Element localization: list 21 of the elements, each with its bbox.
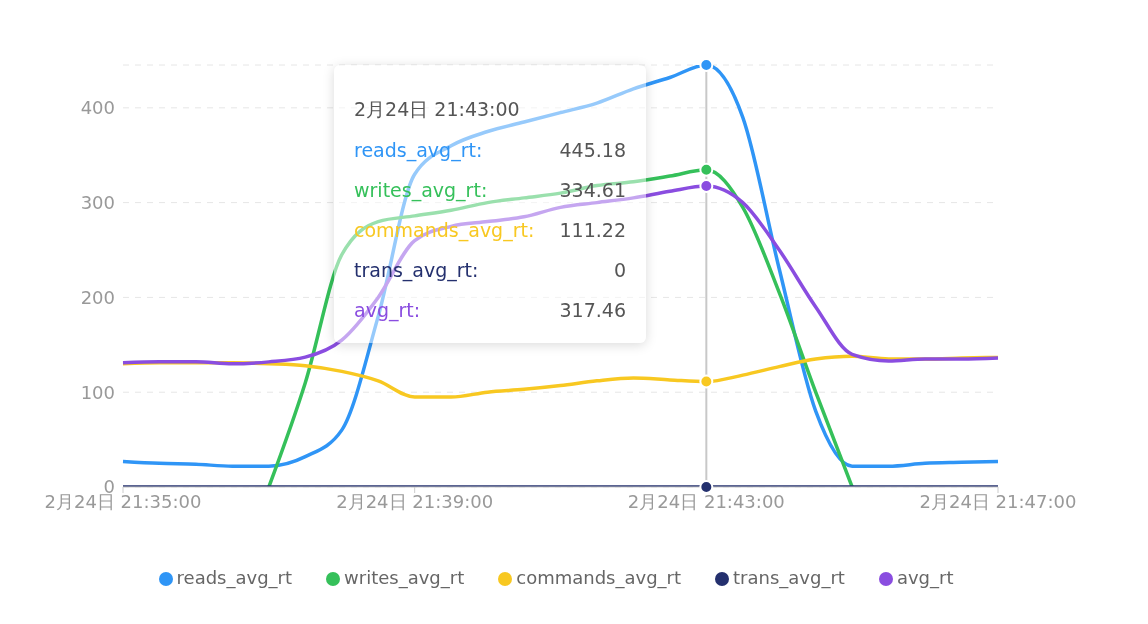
annotation: 111.22 — [559, 219, 626, 243]
legend-label: reads_avg_rt — [176, 567, 293, 588]
y-tick-label: 100 — [80, 381, 115, 403]
annotation: writes_avg_rt: — [354, 179, 488, 204]
legend-label: avg_rt — [896, 567, 954, 588]
legend-label: commands_avg_rt — [516, 567, 682, 588]
annotation: 0 — [613, 259, 626, 283]
legend-label: writes_avg_rt — [344, 567, 465, 588]
x-tick-label: 2月24日 21:39:00 — [336, 490, 494, 512]
annotation: commands_avg_rt: — [354, 219, 535, 244]
annotation: 2月24日 21:43:00 — [354, 97, 521, 122]
x-tick-label: 2月24日 21:47:00 — [919, 490, 1077, 512]
annotation: 317.46 — [559, 299, 626, 323]
y-tick-label: 400 — [80, 97, 115, 119]
annotation: 445.18 — [559, 139, 626, 163]
annotation: reads_avg_rt: — [354, 139, 483, 164]
legend-label: trans_avg_rt — [733, 567, 845, 588]
annotation: trans_avg_rt: — [354, 259, 479, 284]
x-tick-label: 2月24日 21:43:00 — [627, 490, 785, 512]
y-tick-label: 300 — [80, 192, 115, 214]
y-tick-label: 200 — [80, 286, 115, 308]
